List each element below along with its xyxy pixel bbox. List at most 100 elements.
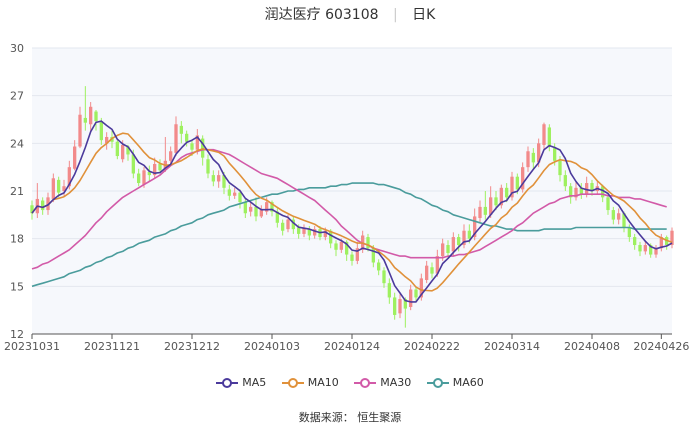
candle-body — [435, 256, 439, 274]
candle-body — [291, 219, 295, 230]
candle-body — [521, 167, 525, 190]
candle-body — [489, 197, 493, 215]
candle-body — [313, 229, 317, 236]
candle-body — [259, 210, 263, 217]
x-tick-label: 20231031 — [4, 340, 60, 353]
candle-body — [238, 192, 242, 203]
legend-item-ma10[interactable]: MA10 — [281, 376, 339, 389]
candle-body — [137, 173, 141, 184]
candle-body — [323, 230, 327, 238]
ma60-line — [31, 182, 667, 288]
legend-label-ma5: MA5 — [242, 376, 267, 389]
candle-body — [451, 237, 455, 252]
ma10-legend-icon — [281, 377, 304, 388]
candle-body — [131, 154, 135, 174]
candle-body — [51, 178, 55, 199]
legend: MA5 MA10 MA30 MA60 — [0, 376, 700, 391]
ma5-legend-dot — [222, 377, 233, 388]
candle-body — [99, 121, 103, 141]
candle-body — [414, 289, 418, 298]
x-tick-label: 20240314 — [484, 340, 540, 353]
candle-body — [169, 151, 173, 161]
candle-body — [275, 211, 279, 223]
candle-body — [233, 192, 237, 196]
chart-title-period: 日K — [412, 7, 436, 23]
ma30-legend-dot — [360, 377, 371, 388]
candle-body — [355, 248, 359, 261]
candle-body — [270, 202, 274, 212]
candle-body — [563, 175, 567, 187]
moving-average-lines — [31, 120, 673, 303]
candle-body — [585, 183, 589, 195]
candle-body — [441, 243, 445, 257]
candle-body — [494, 197, 498, 206]
candle-body — [499, 187, 503, 206]
candle-body — [633, 237, 637, 246]
candle-body — [41, 200, 45, 211]
legend-item-ma60[interactable]: MA60 — [426, 376, 484, 389]
x-tick-label: 20240222 — [404, 340, 460, 353]
x-tick-label: 20231121 — [84, 340, 140, 353]
data-source-note: 数据来源： 恒生聚源 — [298, 411, 402, 424]
candle-body — [547, 127, 551, 147]
candle-body — [297, 227, 301, 234]
x-tick-label: 20231212 — [164, 340, 220, 353]
ma5-line — [31, 120, 673, 303]
candle-body — [462, 230, 466, 246]
candle-body — [515, 176, 519, 190]
candle-body — [281, 222, 285, 231]
y-tick-label: 30 — [10, 42, 24, 55]
chart-title: 润达医疗 603108 | 日K — [0, 4, 700, 24]
legend-label-ma60: MA60 — [452, 376, 484, 389]
candle-body — [478, 206, 482, 219]
candle-body — [483, 206, 487, 215]
candle-body — [446, 245, 450, 253]
candle-body — [611, 210, 615, 220]
candle-body — [62, 186, 66, 191]
candle-body — [329, 230, 333, 244]
chart-title-stock: 润达医疗 603108 — [264, 7, 379, 23]
candle-body — [46, 197, 50, 211]
candle-body — [89, 106, 93, 125]
candle-body — [606, 197, 610, 211]
candle-body — [57, 179, 61, 193]
candle-body — [382, 270, 386, 284]
candle-body — [473, 216, 477, 238]
legend-item-ma5[interactable]: MA5 — [216, 376, 266, 389]
x-tick-label: 20240426 — [633, 340, 689, 353]
candle-body — [222, 175, 226, 188]
legend-item-ma30[interactable]: MA30 — [354, 376, 411, 389]
candle-body — [201, 138, 205, 158]
candle-body — [254, 206, 258, 217]
legend-label-ma30: MA30 — [380, 376, 412, 389]
candle-body — [398, 299, 402, 314]
candle-body — [403, 299, 407, 309]
candle-body — [526, 151, 530, 168]
x-tick-label: 20240408 — [564, 340, 620, 353]
candle-body — [659, 237, 663, 249]
candle-body — [654, 248, 658, 255]
candle-body — [67, 167, 71, 187]
candle-body — [121, 144, 125, 160]
candle-body — [249, 206, 253, 212]
ma60-legend-dot — [432, 377, 443, 388]
candle-body — [126, 146, 130, 155]
candle-body — [622, 213, 626, 228]
y-tick-label: 15 — [10, 280, 24, 293]
legend-label-ma10: MA10 — [307, 376, 339, 389]
candle-body — [371, 248, 375, 263]
candle-body — [339, 241, 343, 250]
candle-body — [643, 245, 647, 252]
ma60-legend-icon — [426, 377, 449, 388]
candle-body — [425, 265, 429, 280]
y-tick-label: 24 — [10, 137, 24, 150]
candle-body — [569, 186, 573, 198]
candle-body — [83, 117, 87, 123]
candle-body — [537, 143, 541, 163]
ma30-legend-icon — [354, 377, 377, 388]
candle-body — [179, 125, 183, 134]
candle-body — [286, 219, 290, 230]
axes: 12 15 18 21 24 27 30 20231031 20231121 20231212 20… — [4, 42, 689, 353]
candle-body — [211, 175, 215, 182]
